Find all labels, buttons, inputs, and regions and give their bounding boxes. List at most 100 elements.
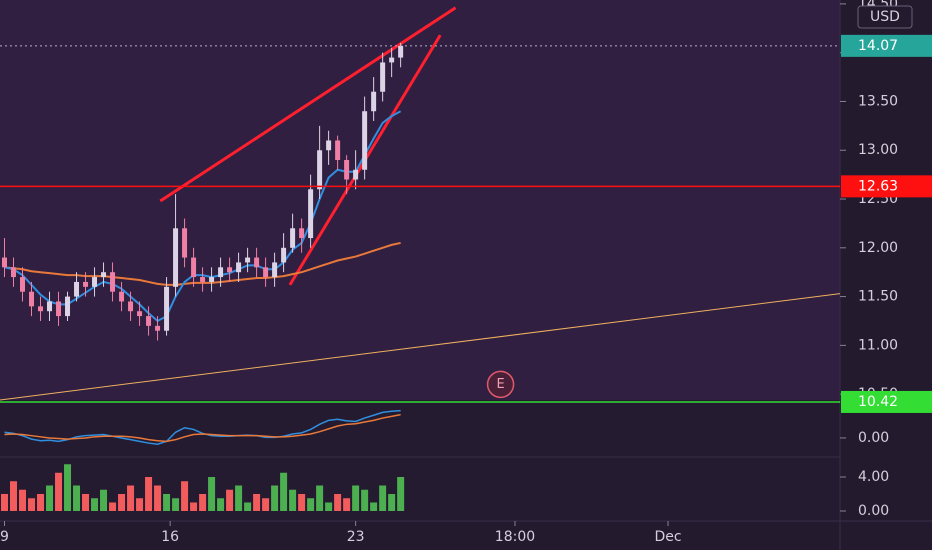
indicator-bar <box>73 485 81 511</box>
indicator-bar <box>397 476 405 511</box>
indicator-bar <box>28 498 36 511</box>
candle-body <box>209 277 215 282</box>
candle-body <box>164 286 170 331</box>
indicator-bar <box>55 472 63 511</box>
candle-body <box>137 311 143 317</box>
x-tick-label: 16 <box>161 529 179 545</box>
candle-body <box>389 57 395 63</box>
candle-body <box>191 257 197 278</box>
indicator-bar <box>334 493 342 511</box>
candle-body <box>335 140 341 160</box>
candle-body <box>155 325 161 331</box>
candle-body <box>263 267 269 278</box>
candle-body <box>65 296 71 317</box>
candle-body <box>254 257 260 268</box>
candle-body <box>74 281 80 297</box>
candle-body <box>128 301 134 312</box>
main-pane <box>0 0 840 400</box>
candle-body <box>218 267 224 278</box>
indicator-bar <box>316 485 324 511</box>
indicator-bar <box>217 498 225 511</box>
candle-body <box>11 267 17 278</box>
candle-body <box>182 228 188 258</box>
currency-label: USD <box>870 9 900 25</box>
candle-body <box>29 291 35 307</box>
candle-body <box>83 281 89 287</box>
indicator-bar <box>361 489 369 511</box>
trend-line <box>0 293 841 401</box>
candle-body <box>119 291 125 302</box>
indicator-bar <box>10 481 18 511</box>
earnings-label: E <box>496 377 504 392</box>
indicator-bar <box>208 476 216 511</box>
indicator-bar <box>127 485 135 511</box>
indicator-panes <box>0 403 840 521</box>
candle-body <box>173 228 179 287</box>
x-tick-label: Dec <box>654 529 681 545</box>
indicator-bar <box>307 498 315 511</box>
y-tick-label: 12.00 <box>858 240 898 256</box>
y-tick-label: 13.00 <box>858 142 898 158</box>
x-tick-label: 9 <box>0 529 9 545</box>
indicator-bar <box>343 498 351 511</box>
indicator-bar <box>64 464 72 511</box>
indicator-bar <box>199 493 207 511</box>
candle-body <box>236 262 242 273</box>
candle-body <box>245 257 251 263</box>
y-tick-label: 13.50 <box>858 93 898 109</box>
candle-body <box>326 140 332 151</box>
indicator-bar <box>253 493 261 511</box>
candle-body <box>101 272 107 278</box>
indicator-bar <box>280 472 288 511</box>
indicator-bar <box>190 502 198 511</box>
candle-body <box>281 247 287 263</box>
indicator-bar <box>289 489 297 511</box>
candle-body <box>200 277 206 282</box>
indicator-line <box>4 413 401 443</box>
indicator-bar <box>109 502 117 511</box>
indicator-bar <box>37 493 45 511</box>
indicator-bar <box>244 502 252 511</box>
indicator-bar <box>271 485 279 511</box>
indicator-bar <box>91 498 99 511</box>
candle-body <box>2 257 8 268</box>
indicator-bar <box>379 485 387 511</box>
indicator-bar <box>370 502 378 511</box>
candle-body <box>362 111 368 170</box>
y-tick-label: 11.00 <box>858 337 898 353</box>
y-tick-label: 4.00 <box>858 469 889 485</box>
candle-body <box>272 262 278 278</box>
candle-body <box>353 169 359 180</box>
candle-body <box>308 189 314 239</box>
candle-body <box>290 228 296 248</box>
candle-body <box>20 277 26 292</box>
indicator-bar <box>262 498 270 511</box>
y-tick-label: 11.50 <box>858 289 898 305</box>
price-tag <box>841 175 932 198</box>
candle-body <box>146 316 152 326</box>
indicator-bar <box>154 485 162 511</box>
indicator-bar <box>181 481 189 511</box>
indicator-bar <box>100 489 108 511</box>
indicator-bar <box>145 476 153 511</box>
indicator-bar <box>388 493 396 511</box>
indicator-bar <box>298 493 306 511</box>
indicator-bar <box>1 493 9 511</box>
y-tick-label: 0.00 <box>858 503 889 519</box>
indicator-bar <box>46 485 54 511</box>
indicator-bar <box>118 493 126 511</box>
price-tag-label: 10.42 <box>858 394 898 410</box>
candle-body <box>380 62 386 92</box>
x-tick-label: 18:00 <box>495 529 535 545</box>
y-tick-label: 0.00 <box>858 430 889 446</box>
candle-body <box>38 306 44 312</box>
indicator-bar <box>235 485 243 511</box>
x-tick-label: 23 <box>347 529 365 545</box>
indicator-bar <box>226 489 234 511</box>
candle-body <box>47 301 53 312</box>
price-tag <box>841 34 932 57</box>
candle-body <box>227 267 233 273</box>
candle-body <box>371 91 377 112</box>
